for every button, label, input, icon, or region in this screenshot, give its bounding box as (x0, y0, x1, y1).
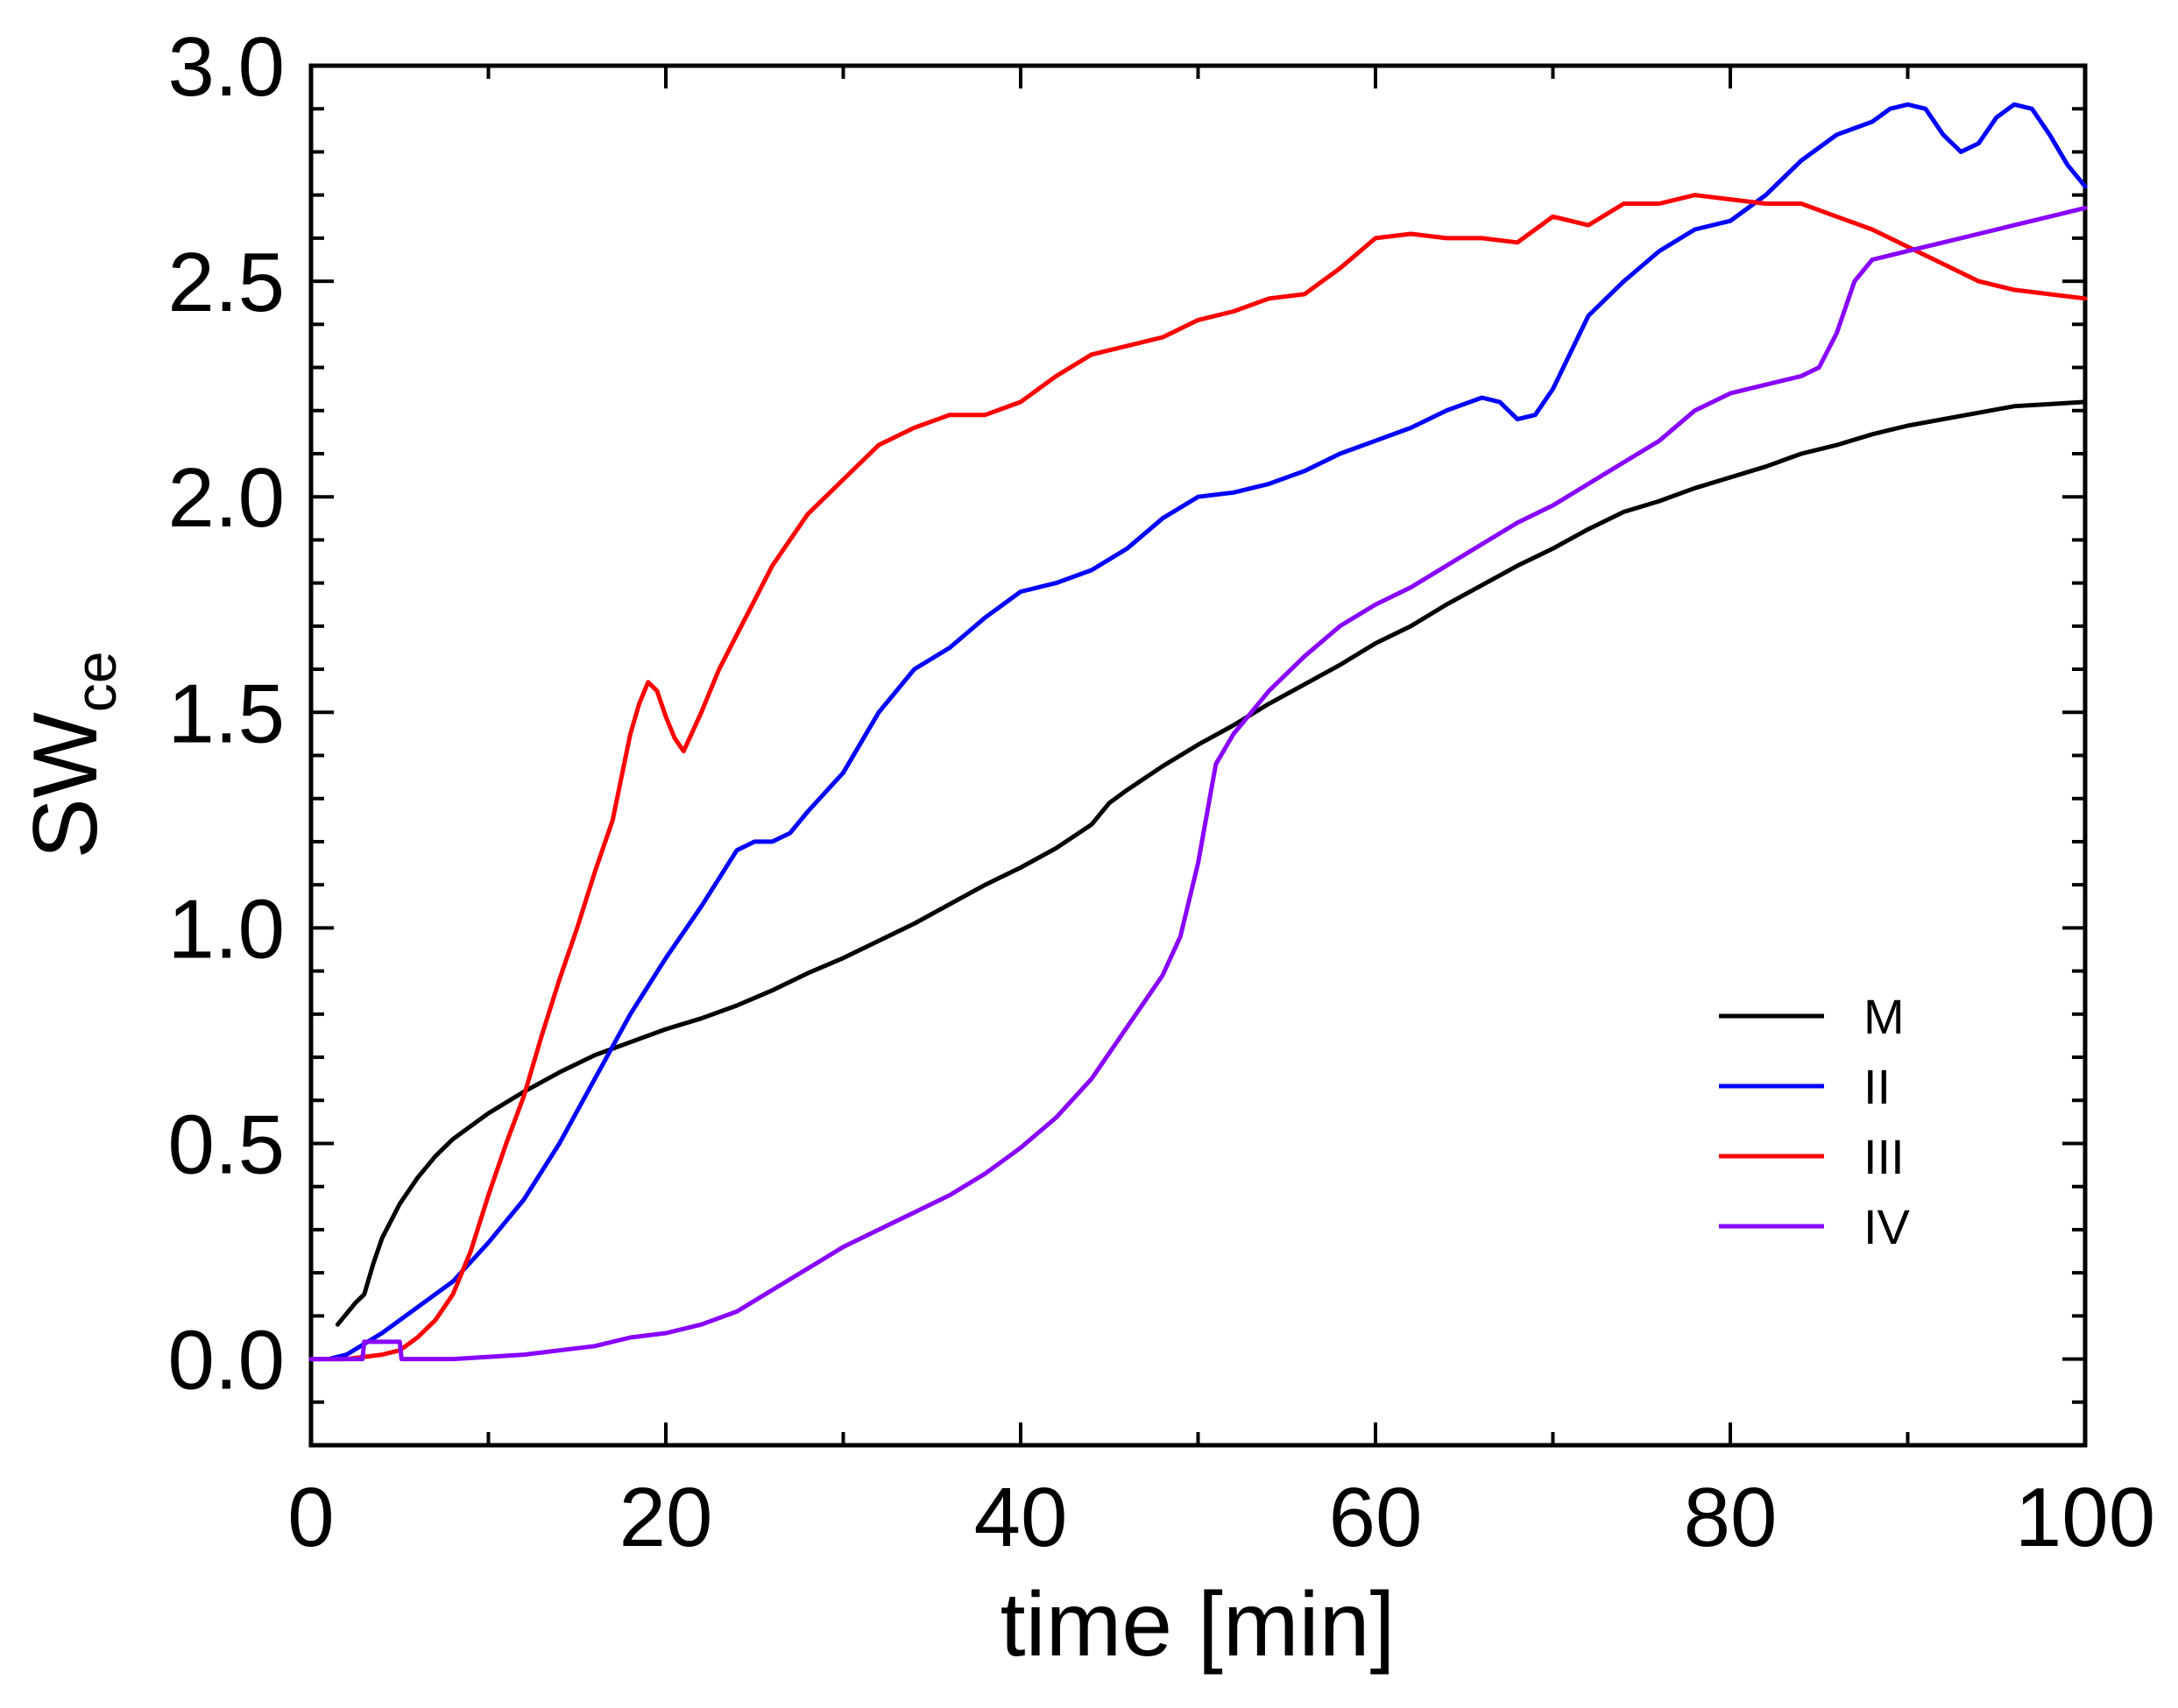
x-tick-label: 40 (974, 1471, 1068, 1564)
x-tick-label: 20 (619, 1471, 713, 1564)
y-tick-label: 1.5 (168, 667, 285, 760)
x-tick-labels: 0 20 40 60 80 100 (287, 1471, 2155, 1564)
x-tick-label: 100 (2015, 1471, 2155, 1564)
y-tick-label: 2.0 (168, 451, 285, 545)
legend-label-II: II (1863, 1059, 1891, 1114)
y-tick-label: 3.0 (168, 20, 285, 114)
y-tick-label: 0.5 (168, 1097, 285, 1191)
series-line-M (335, 399, 2088, 1327)
x-tick-label: 60 (1329, 1471, 1423, 1564)
y-tick-label: 1.0 (168, 882, 285, 976)
y-axis-title: SWce (15, 651, 128, 858)
y-axis-title-main: SW (15, 712, 117, 859)
series-line-III (308, 193, 2088, 1362)
y-tick-labels: 0.0 0.5 1.0 1.5 2.0 2.5 3.0 (168, 20, 285, 1408)
series-line-II (308, 102, 2088, 1362)
series-lines (308, 102, 2088, 1362)
legend-label-IV: IV (1863, 1199, 1911, 1254)
x-axis-title: time [min] (1001, 1574, 1396, 1676)
legend-label-M: M (1863, 989, 1905, 1044)
series-line-IV (308, 205, 2088, 1362)
y-axis-title-subscript: ce (63, 651, 128, 712)
y-tick-label: 0.0 (168, 1314, 285, 1408)
plot-frame (308, 63, 2088, 1448)
legend-label-III: III (1863, 1129, 1905, 1184)
axis-ticks (309, 64, 2087, 1447)
x-tick-label: 80 (1684, 1471, 1778, 1564)
x-tick-label: 0 (287, 1471, 334, 1564)
y-tick-label: 2.5 (168, 236, 285, 329)
